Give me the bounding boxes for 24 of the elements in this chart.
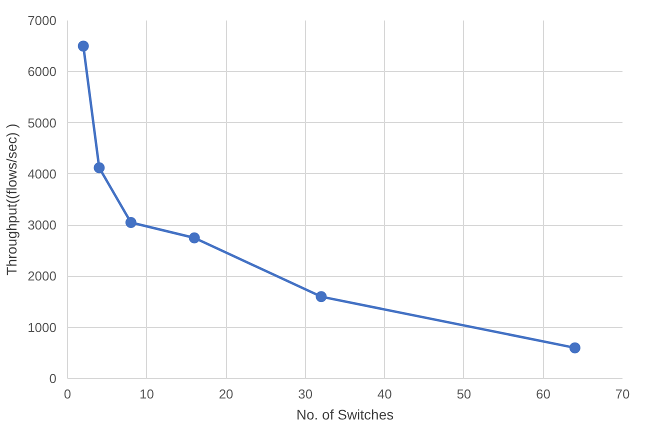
x-tick-label: 10 — [140, 386, 154, 402]
y-tick-label: 4000 — [28, 166, 56, 182]
x-axis-title: No. of Switches — [296, 406, 394, 422]
y-tick-label: 7000 — [28, 13, 56, 28]
point — [188, 232, 200, 244]
point — [125, 217, 136, 228]
point — [78, 40, 89, 52]
x-tick-label: 20 — [218, 386, 234, 402]
point — [316, 291, 327, 302]
x-tick-label: 30 — [298, 386, 313, 402]
y-tick-label: 2000 — [28, 268, 56, 284]
y-tick-label: 5000 — [28, 115, 56, 130]
y-tick-label: 3000 — [28, 218, 56, 233]
point — [569, 342, 580, 354]
y-tick-label: 6000 — [28, 64, 56, 80]
x-tick-label: 60 — [536, 386, 550, 402]
y-axis-title: Throughput((flows/sec) ) — [4, 124, 20, 276]
x-tick-label: 40 — [377, 386, 392, 402]
y-tick-label: 1000 — [28, 320, 56, 335]
x-tick-label: 0 — [64, 386, 72, 402]
x-tick-label: 50 — [456, 386, 472, 402]
y-tick-label: 0 — [49, 371, 57, 386]
x-tick-label: 70 — [615, 386, 630, 402]
point — [94, 162, 105, 174]
